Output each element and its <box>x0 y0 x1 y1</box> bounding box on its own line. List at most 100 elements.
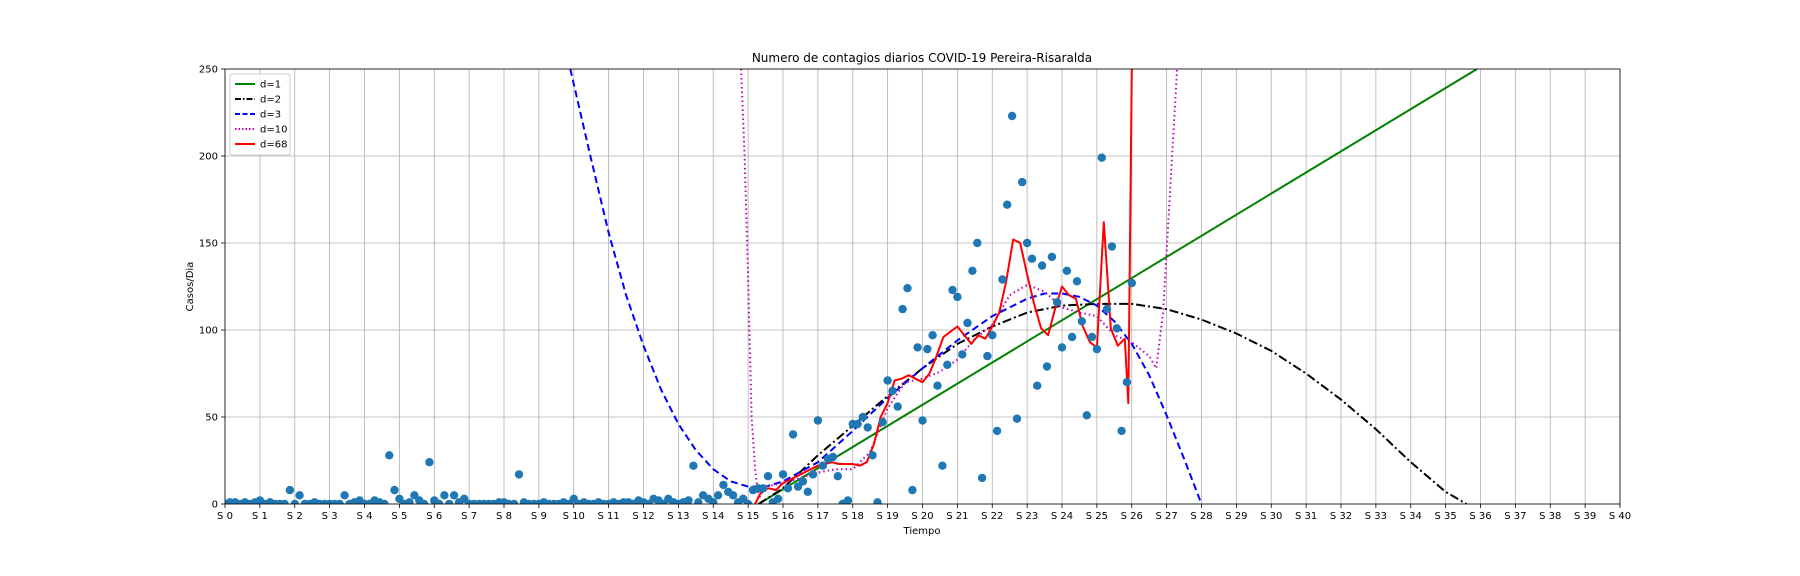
x-tick-label: S 26 <box>1121 511 1143 522</box>
x-tick-label: S 34 <box>1400 511 1422 522</box>
legend-label-d10: d=10 <box>260 125 287 136</box>
x-tick-label: S 20 <box>911 511 933 522</box>
x-axis-ticks: S 0 S 1 S 2 S 3 S 4 S 5 S 6 S 7 S 8 S 9 S 10 S 11 S … <box>217 504 1631 522</box>
data-point <box>1077 317 1087 326</box>
x-tick-label: S 10 <box>563 511 585 522</box>
data-point <box>1022 238 1032 248</box>
x-tick-label: S 17 <box>807 511 829 522</box>
data-point <box>445 499 454 504</box>
data-point <box>1107 242 1117 251</box>
data-point <box>883 376 892 385</box>
x-tick-label: S 8 <box>496 511 512 522</box>
data-point <box>1067 332 1077 342</box>
series-line-d2 <box>758 302 1468 504</box>
data-point <box>843 496 853 504</box>
data-point <box>803 487 812 496</box>
data-point <box>1092 344 1102 354</box>
data-point <box>898 304 907 314</box>
x-tick-label: S 12 <box>632 511 654 522</box>
data-point <box>758 484 768 493</box>
data-point <box>818 461 827 470</box>
data-point <box>694 498 703 504</box>
data-point <box>893 402 902 411</box>
legend-label-d3: d=3 <box>260 110 281 121</box>
x-tick-label: S 16 <box>772 511 794 522</box>
data-point <box>385 451 394 460</box>
legend-box <box>229 73 291 156</box>
data-point <box>913 343 922 352</box>
x-tick-label: S 32 <box>1330 511 1352 522</box>
data-point <box>514 470 524 479</box>
data-point <box>863 423 872 432</box>
x-tick-label: S 19 <box>876 511 898 522</box>
data-point <box>390 485 399 495</box>
data-point <box>434 499 444 504</box>
x-tick-label: S 23 <box>1016 511 1038 522</box>
data-point <box>868 451 877 460</box>
data-point <box>709 498 718 504</box>
data-point <box>509 499 519 504</box>
data-point <box>983 351 992 361</box>
data-point <box>1087 332 1097 342</box>
data-point <box>763 472 773 481</box>
x-tick-label: S 6 <box>426 511 442 522</box>
y-axis-ticks: 0 50 100 150 200 250 <box>199 65 225 511</box>
data-point <box>798 477 808 486</box>
data-point <box>684 496 693 504</box>
data-point <box>873 498 882 504</box>
data-point <box>953 292 962 302</box>
data-point <box>933 381 942 390</box>
data-point <box>1062 266 1072 275</box>
x-tick-label: S 38 <box>1539 511 1561 522</box>
x-tick-label: S 4 <box>357 511 373 522</box>
data-point <box>943 360 952 369</box>
x-tick-label: S 31 <box>1295 511 1317 522</box>
data-point <box>1072 277 1082 286</box>
data-point <box>958 350 967 359</box>
x-tick-label: S 2 <box>287 511 303 522</box>
x-tick-label: S 7 <box>461 511 477 522</box>
data-point <box>290 499 299 504</box>
data-point <box>380 499 389 504</box>
y-tick-label: 150 <box>199 239 218 250</box>
data-point <box>808 470 818 479</box>
data-point <box>988 331 997 340</box>
grid <box>224 68 1621 505</box>
data-point <box>335 499 344 504</box>
data-point <box>773 494 783 503</box>
data-point <box>340 491 349 500</box>
y-tick-label: 100 <box>199 326 218 337</box>
data-point <box>1027 254 1037 263</box>
series-line-d1 <box>758 69 1478 504</box>
data-point <box>963 318 972 328</box>
x-tick-label: S 29 <box>1225 511 1247 522</box>
data-point <box>888 386 897 396</box>
data-point <box>928 331 937 340</box>
x-tick-label: S 40 <box>1609 511 1631 522</box>
y-tick-label: 50 <box>205 413 218 424</box>
data-point <box>280 499 289 504</box>
series-line-d3 <box>569 69 1203 504</box>
plot-content <box>225 69 1478 504</box>
chart-title: Numero de contagios diarios COVID-19 Per… <box>752 51 1092 65</box>
x-tick-label: S 15 <box>737 511 759 522</box>
data-point <box>1117 426 1126 436</box>
x-axis-label: Tiempo <box>903 526 941 537</box>
data-point <box>1127 278 1137 288</box>
data-point <box>419 499 429 504</box>
x-tick-label: S 0 <box>217 511 233 522</box>
data-point <box>1007 111 1017 121</box>
x-tick-label: S 36 <box>1469 511 1491 522</box>
data-point <box>948 285 957 295</box>
data-point <box>973 238 982 248</box>
x-tick-label: S 35 <box>1434 511 1456 522</box>
data-point <box>908 485 917 495</box>
data-point <box>440 491 449 500</box>
data-point <box>923 344 932 354</box>
legend: d=1 d=2 d=3 d=10 d=68 <box>229 73 291 156</box>
x-tick-label: S 39 <box>1574 511 1596 522</box>
data-point <box>938 461 947 470</box>
legend-label-d1: d=1 <box>260 80 281 91</box>
data-point <box>878 418 887 427</box>
